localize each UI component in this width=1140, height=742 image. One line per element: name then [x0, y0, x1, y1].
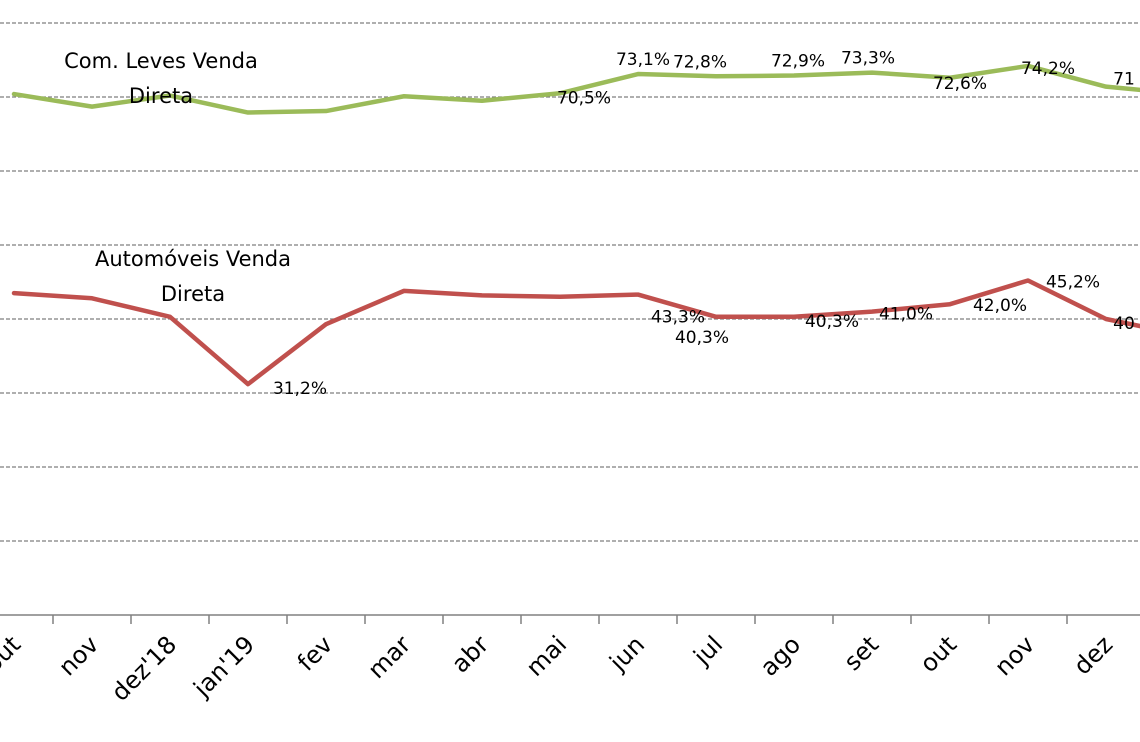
- data-label: 41,0%: [879, 305, 933, 325]
- data-label: 40,3%: [805, 312, 859, 332]
- data-label: 40: [1113, 314, 1135, 334]
- series-line-1: [11, 278, 1140, 387]
- data-label: 31,2%: [273, 379, 327, 399]
- series-title-red-line2: Direta: [161, 282, 225, 306]
- x-tick-label: fev: [292, 630, 338, 676]
- x-tick-label: jun: [603, 630, 650, 677]
- series-line-0: [11, 63, 1140, 115]
- data-label: 45,2%: [1046, 273, 1100, 293]
- x-tick-label: nov: [53, 630, 104, 681]
- data-label: 74,2%: [1021, 59, 1075, 79]
- x-tick-label: dez'18: [106, 630, 182, 706]
- x-tick-label: out: [0, 630, 26, 678]
- x-tick-label: out: [915, 630, 963, 678]
- data-label: 72,8%: [673, 52, 727, 72]
- data-label: 72,6%: [933, 74, 987, 94]
- x-tick-label: jul: [687, 630, 728, 671]
- x-tick-label: dez: [1068, 630, 1118, 680]
- data-label: 72,9%: [771, 52, 825, 72]
- data-labels: 70,5%73,1% 72,8% 72,9% 73,3% 72,6% 74,2% 71 31,…: [273, 49, 1135, 400]
- data-label: 42,0%: [973, 296, 1027, 316]
- x-tick-label: mai: [521, 630, 572, 681]
- x-tick-label: ago: [755, 630, 806, 681]
- data-label: 73,1%: [616, 50, 670, 70]
- series-title-red-line1: Automóveis Venda: [95, 247, 291, 271]
- data-label: 43,3%: [651, 308, 705, 328]
- data-label: 40,3%: [675, 328, 729, 348]
- x-axis-ticks: [52, 615, 1068, 624]
- data-label: 71: [1113, 70, 1135, 90]
- x-tick-label: mar: [362, 630, 416, 684]
- gridlines: [0, 22, 1140, 542]
- x-tick-label: nov: [989, 630, 1040, 681]
- series-title-green-line1: Com. Leves Venda: [64, 49, 258, 73]
- x-tick-label: set: [838, 630, 884, 676]
- data-label: 70,5%: [557, 88, 611, 108]
- data-label: 73,3%: [841, 49, 895, 69]
- x-tick-labels: out nov dez'18 jan'19 fev mar abr mai jun jul ago s…: [0, 630, 1118, 706]
- x-tick-label: abr: [446, 630, 494, 678]
- x-tick-label: jan'19: [188, 630, 261, 703]
- series-lines: [11, 63, 1140, 387]
- series-title-green-line2: Direta: [129, 84, 193, 108]
